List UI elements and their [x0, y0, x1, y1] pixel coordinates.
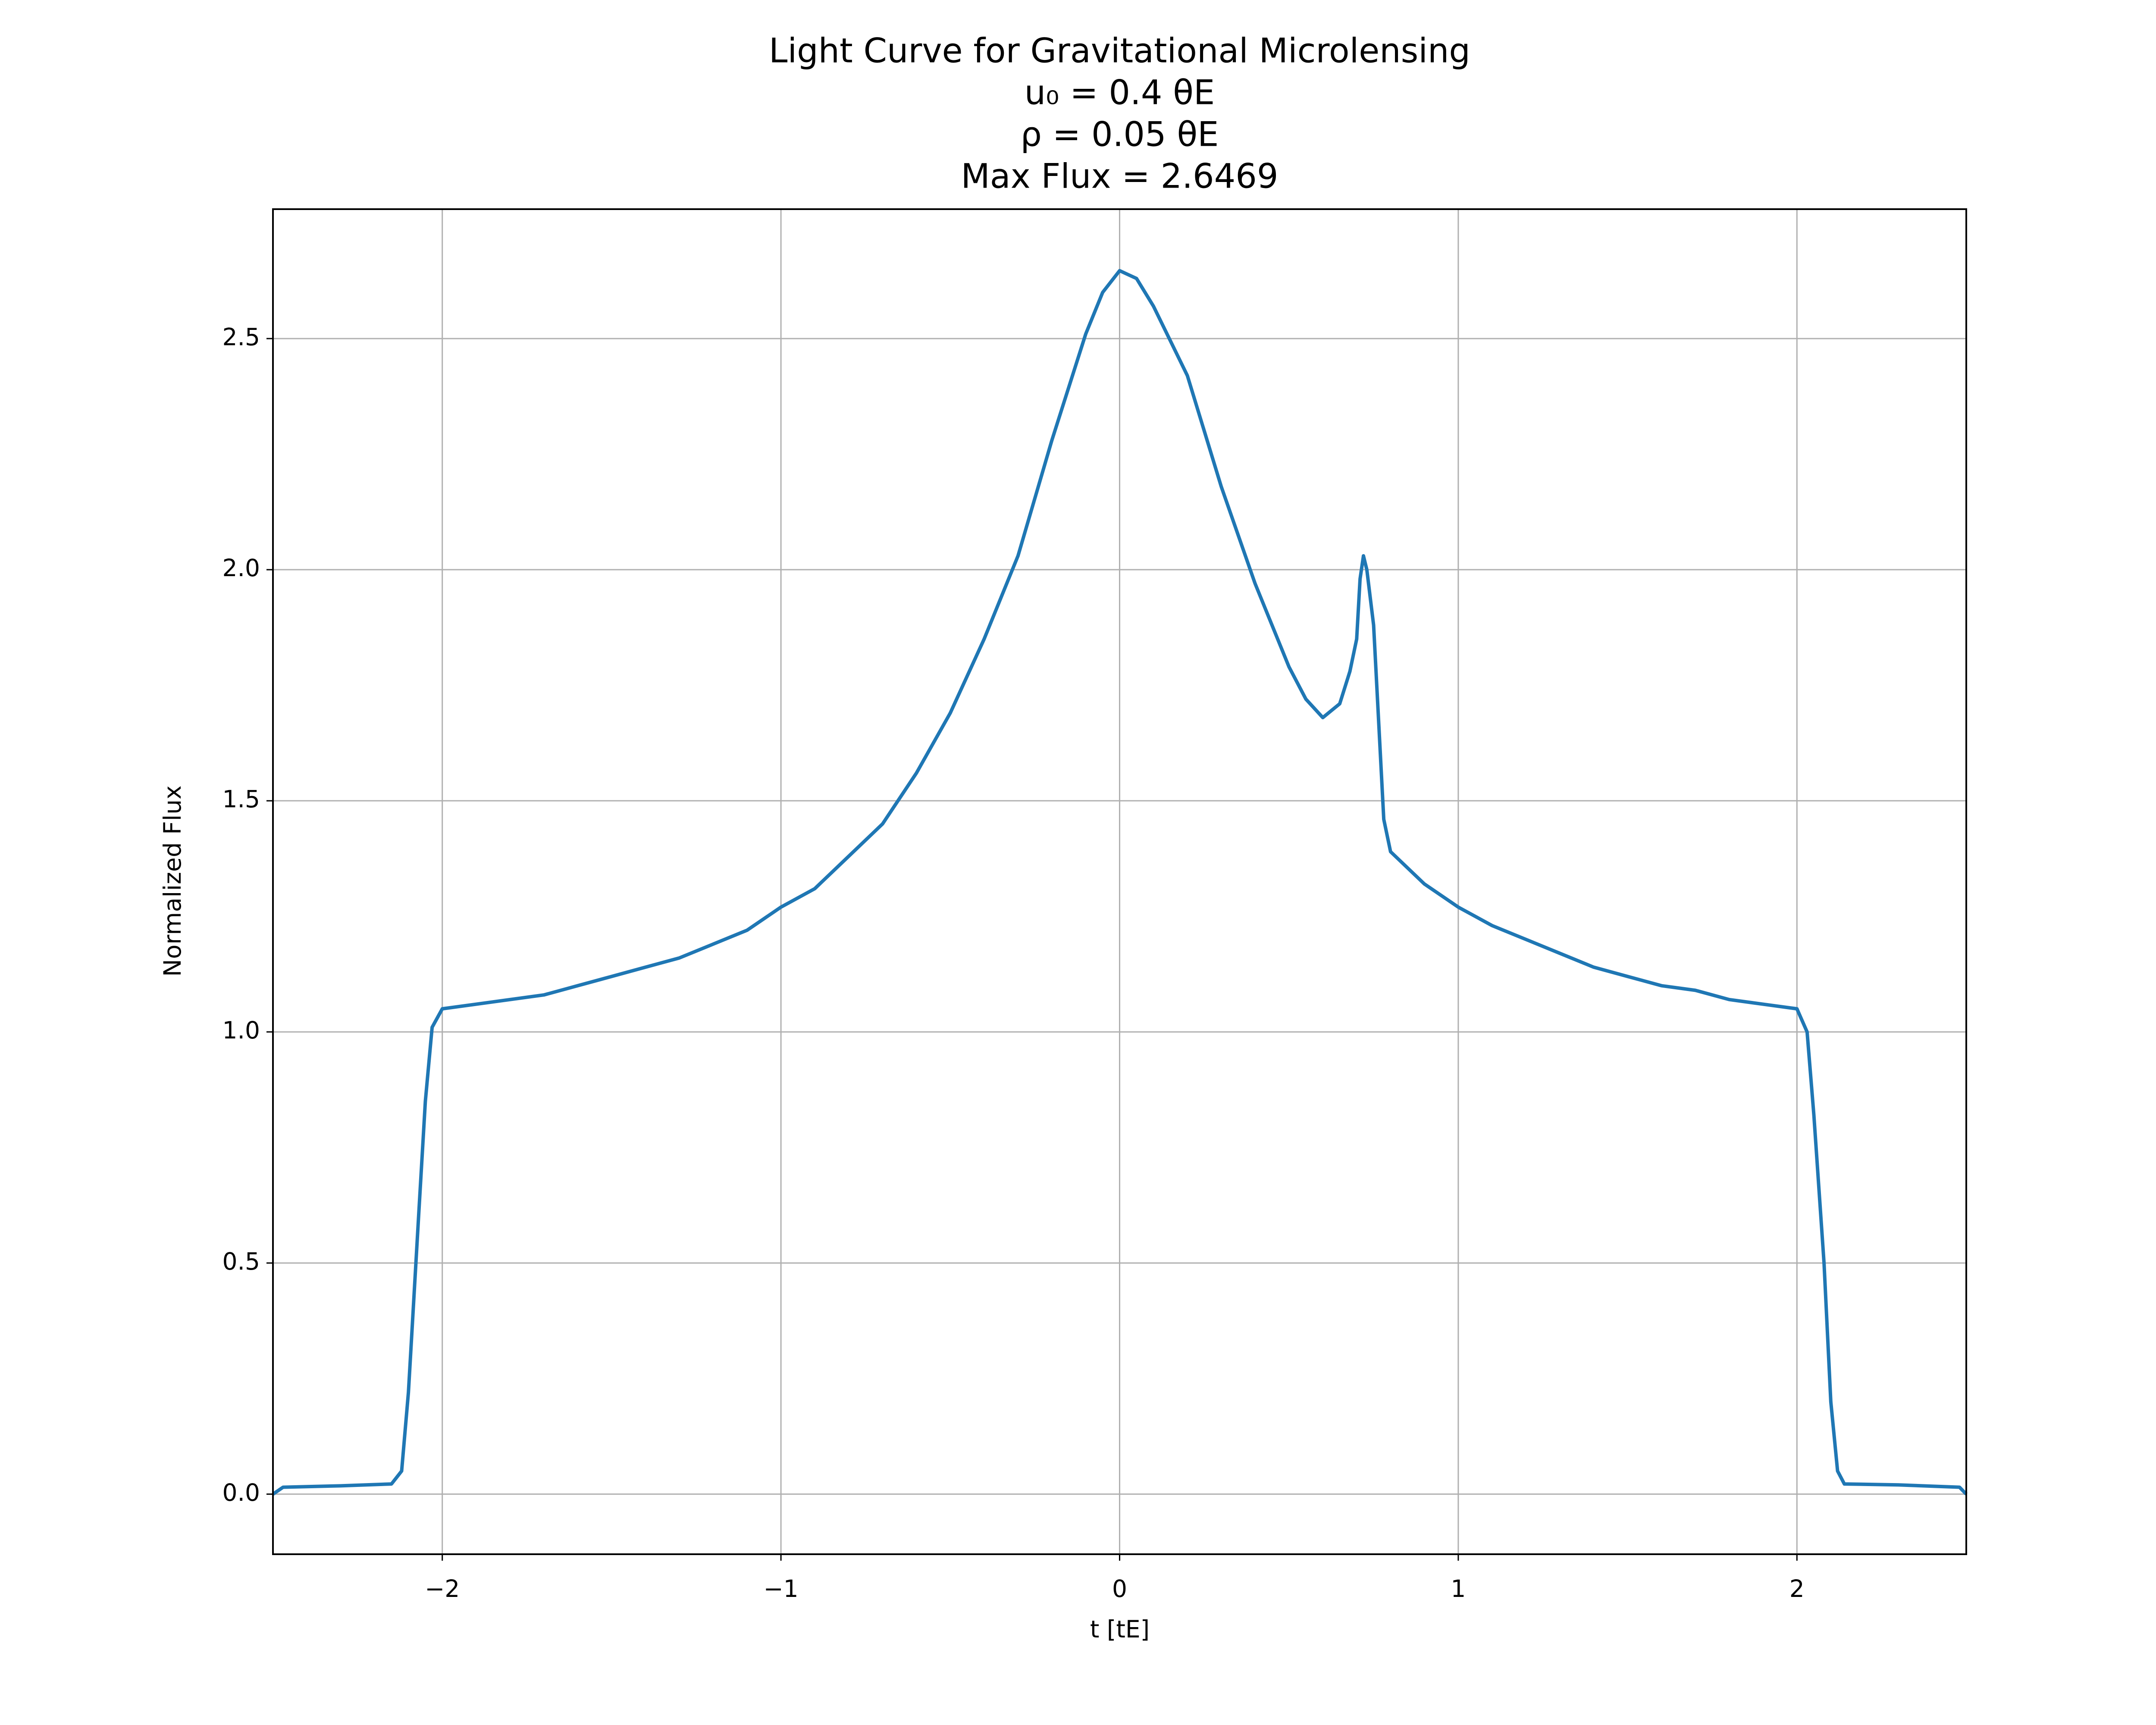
x-tick-label: −1 — [764, 1575, 799, 1603]
y-tick-label: 1.5 — [222, 785, 260, 813]
y-axis-label: Normalized Flux — [159, 785, 186, 977]
plot-frame — [272, 208, 1967, 1555]
y-tick-label: 2.0 — [222, 554, 260, 582]
y-tick-label: 0.5 — [222, 1248, 260, 1275]
data-line — [272, 269, 1968, 1496]
chart-title: Max Flux = 2.6469 — [961, 157, 1278, 196]
y-tick-label: 1.0 — [222, 1016, 260, 1044]
chart-title: ρ = 0.05 θE — [1021, 115, 1219, 154]
y-tick-label: 0.0 — [222, 1479, 260, 1506]
x-axis-label: t [tE] — [1090, 1615, 1150, 1643]
y-tick-label: 2.5 — [222, 323, 260, 351]
chart-title: Light Curve for Gravitational Microlensi… — [769, 31, 1470, 70]
x-tick-label: −2 — [425, 1575, 460, 1603]
chart-title: u₀ = 0.4 θE — [1025, 73, 1215, 112]
x-tick-label: 2 — [1789, 1575, 1805, 1603]
x-tick-label: 1 — [1451, 1575, 1466, 1603]
x-tick-label: 0 — [1112, 1575, 1127, 1603]
